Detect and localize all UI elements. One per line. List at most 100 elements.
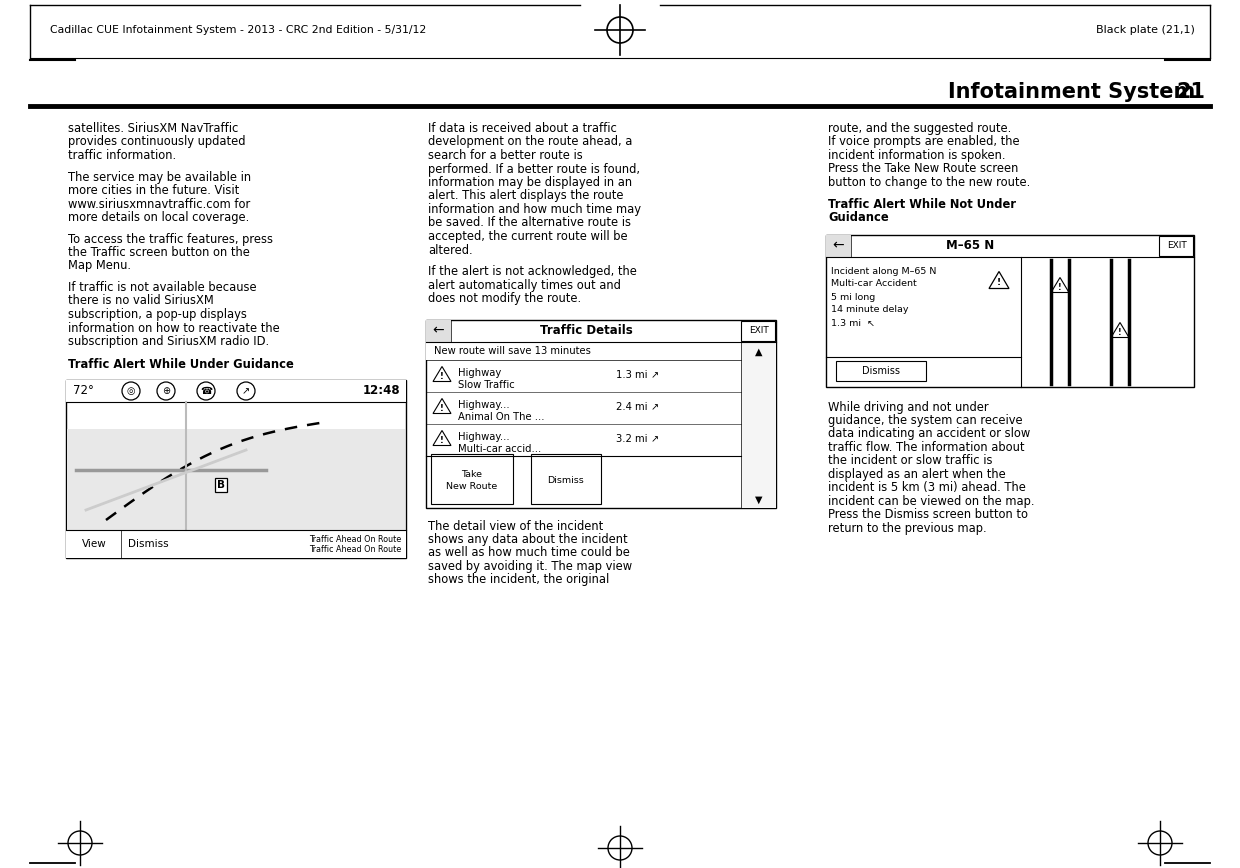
Text: ←: ←: [832, 239, 843, 253]
Text: does not modify the route.: does not modify the route.: [428, 292, 582, 305]
Text: ▲: ▲: [755, 346, 763, 357]
Text: Dismiss: Dismiss: [548, 476, 584, 485]
Text: incident can be viewed on the map.: incident can be viewed on the map.: [828, 495, 1034, 508]
Text: !: !: [997, 278, 1001, 287]
Text: button to change to the new route.: button to change to the new route.: [828, 176, 1030, 189]
Text: information and how much time may: information and how much time may: [428, 203, 641, 216]
Text: New route will save 13 minutes: New route will save 13 minutes: [434, 345, 591, 356]
Text: Traffic Alert While Not Under: Traffic Alert While Not Under: [828, 198, 1016, 211]
Bar: [826, 234, 1194, 386]
Polygon shape: [433, 398, 451, 413]
Text: Traffic Ahead On Route: Traffic Ahead On Route: [309, 545, 401, 555]
Text: B: B: [217, 480, 224, 490]
Bar: [427, 319, 776, 508]
Text: 5 mi long: 5 mi long: [831, 293, 875, 301]
Text: Dismiss: Dismiss: [128, 539, 169, 549]
Text: 12:48: 12:48: [362, 385, 401, 398]
Text: The service may be available in: The service may be available in: [68, 170, 252, 183]
Text: Take
New Route: Take New Route: [446, 470, 497, 490]
Text: ▼: ▼: [755, 495, 763, 504]
Bar: [427, 341, 742, 359]
Text: Guidance: Guidance: [828, 211, 889, 224]
Text: Multi-car accid...: Multi-car accid...: [458, 444, 541, 453]
Text: Slow Traffic: Slow Traffic: [458, 379, 515, 390]
Text: ☎: ☎: [200, 386, 212, 396]
Text: the incident or slow traffic is: the incident or slow traffic is: [828, 455, 992, 468]
Text: traffic flow. The information about: traffic flow. The information about: [828, 441, 1024, 454]
Text: If data is received about a traffic: If data is received about a traffic: [428, 122, 616, 135]
Text: data indicating an accident or slow: data indicating an accident or slow: [828, 428, 1030, 440]
Text: EXIT: EXIT: [749, 326, 769, 335]
Text: Press the Dismiss screen button to: Press the Dismiss screen button to: [828, 509, 1028, 522]
Text: saved by avoiding it. The map view: saved by avoiding it. The map view: [428, 560, 632, 573]
Polygon shape: [1052, 278, 1069, 293]
Text: more cities in the future. Visit: more cities in the future. Visit: [68, 184, 239, 197]
Text: www.siriusxmnavtraffic.com for: www.siriusxmnavtraffic.com for: [68, 198, 250, 211]
Text: there is no valid SiriusXM: there is no valid SiriusXM: [68, 294, 213, 307]
Text: performed. If a better route is found,: performed. If a better route is found,: [428, 162, 640, 175]
Text: Incident along M–65 N: Incident along M–65 N: [831, 266, 936, 275]
Text: accepted, the current route will be: accepted, the current route will be: [428, 230, 627, 243]
Text: Black plate (21,1): Black plate (21,1): [1096, 25, 1195, 35]
Text: shows the incident, the original: shows the incident, the original: [428, 574, 609, 587]
Text: route, and the suggested route.: route, and the suggested route.: [828, 122, 1012, 135]
Text: View: View: [82, 539, 107, 549]
Polygon shape: [433, 366, 451, 382]
Text: Map Menu.: Map Menu.: [68, 260, 131, 273]
Text: Traffic Alert While Under Guidance: Traffic Alert While Under Guidance: [68, 358, 294, 372]
Text: Animal On The ...: Animal On The ...: [458, 411, 544, 422]
Text: subscription and SiriusXM radio ID.: subscription and SiriusXM radio ID.: [68, 335, 269, 348]
Text: 14 minute delay: 14 minute delay: [831, 306, 909, 314]
Bar: [66, 380, 405, 558]
Text: more details on local coverage.: more details on local coverage.: [68, 211, 249, 224]
Text: incident is 5 km (3 mi) ahead. The: incident is 5 km (3 mi) ahead. The: [828, 482, 1025, 495]
Bar: [531, 453, 601, 503]
Text: 1.3 mi  ↖: 1.3 mi ↖: [831, 319, 875, 327]
Text: search for a better route is: search for a better route is: [428, 149, 583, 162]
Bar: [1159, 235, 1193, 255]
Text: be saved. If the alternative route is: be saved. If the alternative route is: [428, 216, 631, 229]
Text: ↗: ↗: [651, 371, 660, 380]
Text: altered.: altered.: [428, 244, 472, 257]
Bar: [742, 320, 775, 340]
Text: information may be displayed in an: information may be displayed in an: [428, 176, 632, 189]
Text: Traffic Details: Traffic Details: [539, 324, 632, 337]
Text: ◎: ◎: [126, 386, 135, 396]
Text: !: !: [440, 372, 444, 381]
Text: Cadillac CUE Infotainment System - 2013 - CRC 2nd Edition - 5/31/12: Cadillac CUE Infotainment System - 2013 …: [50, 25, 427, 35]
Text: displayed as an alert when the: displayed as an alert when the: [828, 468, 1006, 481]
Bar: [427, 319, 451, 341]
Polygon shape: [1111, 323, 1128, 338]
Text: If traffic is not available because: If traffic is not available because: [68, 281, 257, 294]
Text: ↗: ↗: [651, 435, 660, 444]
Text: !: !: [1118, 328, 1122, 337]
Text: Multi-car Accident: Multi-car Accident: [831, 279, 916, 288]
Bar: [826, 234, 851, 257]
Text: ←: ←: [433, 324, 444, 338]
Text: satellites. SiriusXM NavTraffic: satellites. SiriusXM NavTraffic: [68, 122, 238, 135]
Text: as well as how much time could be: as well as how much time could be: [428, 547, 630, 560]
Text: 2.4 mi: 2.4 mi: [616, 403, 647, 412]
Text: EXIT: EXIT: [1167, 241, 1187, 250]
Text: While driving and not under: While driving and not under: [828, 400, 988, 413]
Text: ⊕: ⊕: [162, 386, 170, 396]
Text: Dismiss: Dismiss: [862, 365, 900, 376]
Text: subscription, a pop-up displays: subscription, a pop-up displays: [68, 308, 247, 321]
Text: Highway...: Highway...: [458, 432, 510, 443]
Text: information on how to reactivate the: information on how to reactivate the: [68, 321, 280, 334]
Bar: [836, 360, 926, 380]
Text: !: !: [1058, 283, 1061, 292]
Text: provides continuously updated: provides continuously updated: [68, 135, 246, 148]
Text: To access the traffic features, press: To access the traffic features, press: [68, 233, 273, 246]
Text: If voice prompts are enabled, the: If voice prompts are enabled, the: [828, 135, 1019, 148]
Text: 72°: 72°: [73, 385, 94, 398]
Text: ↗: ↗: [242, 386, 250, 396]
Text: traffic information.: traffic information.: [68, 149, 176, 162]
Text: M–65 N: M–65 N: [946, 239, 994, 252]
Bar: [432, 453, 513, 503]
Bar: [67, 429, 405, 557]
Text: Highway: Highway: [458, 369, 501, 378]
Text: 3.2 mi: 3.2 mi: [616, 435, 647, 444]
Text: Infotainment System: Infotainment System: [947, 82, 1195, 102]
Text: Press the Take New Route screen: Press the Take New Route screen: [828, 162, 1018, 175]
